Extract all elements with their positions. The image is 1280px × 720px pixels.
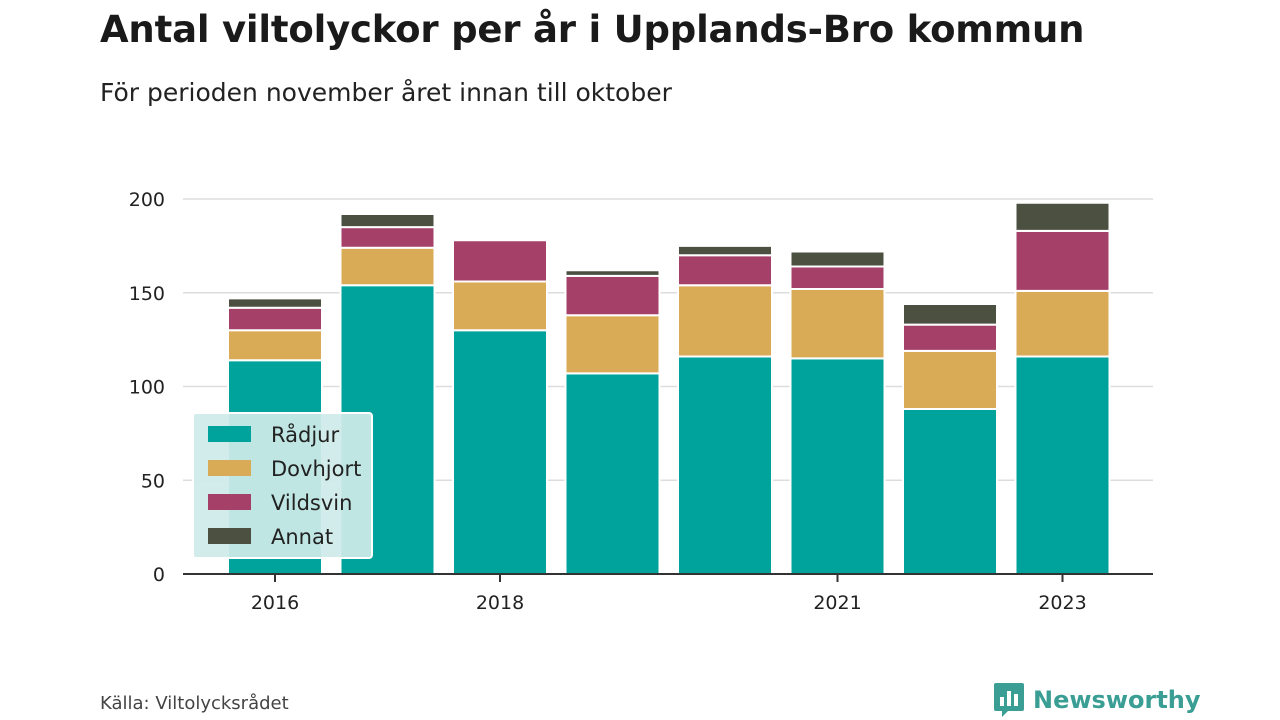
bar-segment [902,323,998,352]
legend-swatch [208,426,251,442]
bar-segment [677,244,773,257]
chart-title: Antal viltolyckor per år i Upplands-Bro … [100,8,1085,51]
legend: Rådjur Dovhjort Vildsvin Annat [192,412,373,559]
bar-segment [1014,355,1111,575]
bar-segment [227,306,323,332]
bar-segment [564,274,661,317]
y-tick-label: 200 [129,189,165,211]
x-tick-label: 2016 [251,592,299,614]
bar-segment [677,254,773,287]
x-tick-label: 2023 [1038,592,1086,614]
y-tick-label: 150 [129,283,165,305]
bar-segment [789,265,886,290]
legend-box [192,412,373,559]
bar-segment [452,329,548,575]
bar-segment [564,372,661,575]
legend-label: Annat [271,525,333,549]
bar-segment [564,314,661,375]
y-tick-label: 0 [153,564,165,586]
bar-segment [339,213,436,229]
legend-label: Vildsvin [271,491,352,515]
y-tick-label: 50 [141,470,165,492]
legend-swatch [208,528,251,544]
bar-segment [452,280,548,332]
bar-segment [902,408,998,575]
bar-segment [789,357,886,575]
legend-swatch [208,494,251,510]
legend-label: Dovhjort [271,457,361,481]
brand-logo: Newsworthy [993,682,1201,718]
bar-segment [789,250,886,268]
chart-subtitle: För perioden november året innan till ok… [100,78,672,107]
bar-segment [677,284,773,358]
x-tick-label: 2021 [813,592,861,614]
bar-segment [1014,289,1111,358]
source-note: Källa: Viltolycksrådet [100,693,289,714]
bar-segment [227,329,323,362]
bar-segment [789,288,886,360]
bar-segment [1014,229,1111,292]
bar-segment [339,246,436,287]
bar-segment [564,269,661,277]
bar-segment [1014,201,1111,232]
legend-label: Rådjur [271,422,339,447]
bar-segment [677,355,773,575]
x-tick-label: 2018 [476,592,524,614]
bar-segment [902,303,998,326]
legend-swatch [208,460,251,476]
bar-segment [227,297,323,309]
newsworthy-icon [994,683,1024,717]
brand-name: Newsworthy [1033,686,1201,714]
y-tick-label: 100 [129,377,165,399]
y-axis: 0 50 100 150 200 [129,189,165,586]
bar-segment [902,349,998,410]
bar-segment [339,226,436,249]
bar-segment [452,239,548,283]
x-axis: 2016 2018 2021 2023 [183,573,1153,614]
